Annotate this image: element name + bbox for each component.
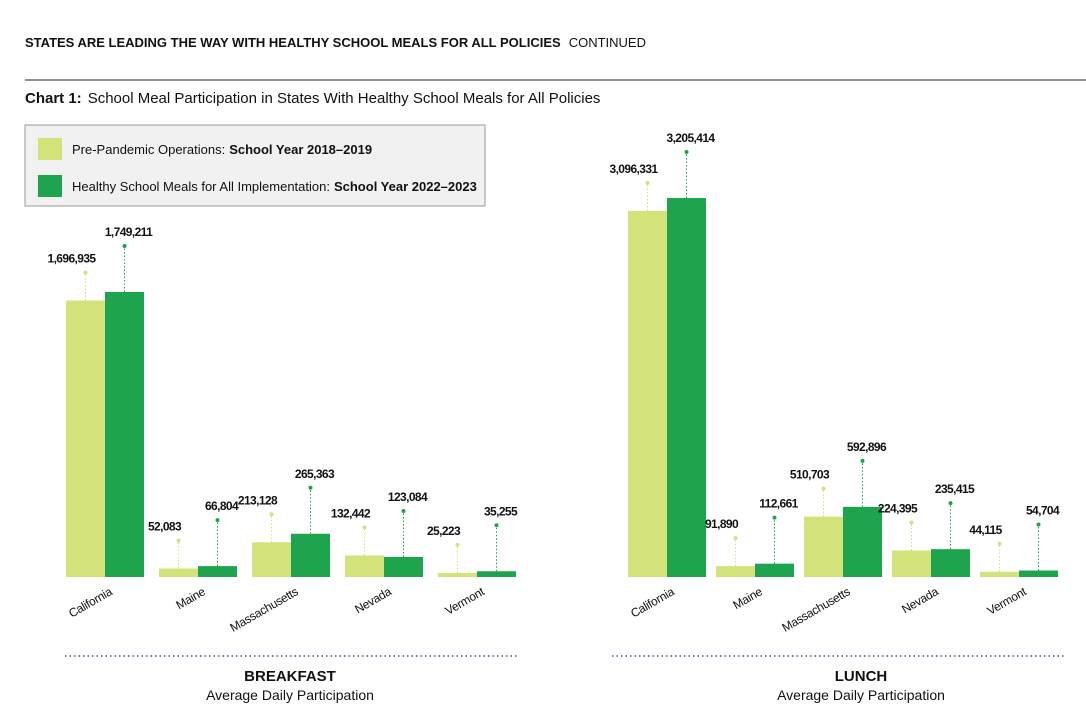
legend-period: School Year 2018–2019 xyxy=(229,142,372,157)
value-label: 213,128 xyxy=(238,493,278,507)
value-label: 224,395 xyxy=(878,501,918,515)
bar xyxy=(1019,570,1058,577)
chart-heading: Chart 1: School Meal Participation in Sta… xyxy=(25,90,600,107)
label-dot xyxy=(860,458,865,463)
bar xyxy=(384,556,423,577)
bar xyxy=(198,566,237,577)
category-label: Maine xyxy=(730,584,765,612)
label-dot xyxy=(997,541,1002,546)
value-label: 1,696,935 xyxy=(48,252,97,266)
label-dot xyxy=(909,520,914,525)
category-label: California xyxy=(628,584,677,620)
label-dot xyxy=(733,536,738,541)
value-label: 66,804 xyxy=(205,499,239,513)
bar xyxy=(716,566,755,577)
category-label: Massachusetts xyxy=(780,584,853,634)
label-dot xyxy=(83,270,88,275)
chart-label: Chart 1: xyxy=(25,90,82,107)
category-label: Nevada xyxy=(899,584,941,616)
legend-entry: Pre-Pandemic Operations: School Year 2018… xyxy=(72,142,372,157)
category-label: Maine xyxy=(173,584,208,612)
value-label: 35,255 xyxy=(484,504,518,518)
legend-name: Pre-Pandemic Operations: xyxy=(72,142,225,157)
value-label: 592,896 xyxy=(847,440,887,454)
bar xyxy=(804,516,843,577)
value-label: 3,205,414 xyxy=(667,131,716,145)
value-label: 91,890 xyxy=(705,517,739,531)
category-label: Nevada xyxy=(352,584,394,616)
bar xyxy=(105,292,144,577)
bar xyxy=(345,555,384,577)
value-label: 235,415 xyxy=(935,482,975,496)
value-label: 54,704 xyxy=(1026,504,1060,518)
legend-swatch xyxy=(38,175,62,197)
label-dot xyxy=(645,180,650,185)
value-label: 123,084 xyxy=(388,490,428,504)
value-label: 25,223 xyxy=(427,524,461,538)
label-dot xyxy=(1036,522,1041,527)
label-dot xyxy=(455,542,460,547)
bar xyxy=(66,300,105,577)
legend: Pre-Pandemic Operations: School Year 2018… xyxy=(38,138,477,197)
bar xyxy=(931,549,970,577)
legend-name: Healthy School Meals for All Implementat… xyxy=(72,179,330,194)
label-dot xyxy=(772,515,777,520)
label-dot xyxy=(494,523,499,528)
header-title: STATES ARE LEADING THE WAY WITH HEALTHY … xyxy=(25,35,561,50)
legend-swatch xyxy=(38,138,62,160)
legend-box xyxy=(24,124,486,207)
page-header: STATES ARE LEADING THE WAY WITH HEALTHY … xyxy=(25,35,646,50)
legend-entry: Healthy School Meals for All Implementat… xyxy=(72,179,477,194)
bar xyxy=(892,550,931,577)
chart-subtitle: Average Daily Participation xyxy=(777,687,945,703)
label-dot xyxy=(684,150,689,154)
bar xyxy=(252,542,291,577)
header-subtitle: CONTINUED xyxy=(569,35,646,50)
bar xyxy=(159,568,198,577)
chart-subtitle: Average Daily Participation xyxy=(206,687,374,703)
bar xyxy=(755,563,794,577)
value-label: 132,442 xyxy=(331,506,371,520)
value-label: 3,096,331 xyxy=(610,162,659,176)
label-dot xyxy=(308,485,313,490)
legend-period: School Year 2022–2023 xyxy=(334,179,477,194)
bar xyxy=(477,571,516,577)
chart-heading-title: School Meal Participation in States With… xyxy=(88,90,601,107)
label-dot xyxy=(269,512,274,517)
label-dot xyxy=(362,525,367,530)
value-label: 44,115 xyxy=(969,523,1002,537)
value-label: 52,083 xyxy=(148,520,182,534)
charts: 1,696,935 1,749,211 California 52,083 66,804… xyxy=(48,131,1065,703)
bar xyxy=(843,506,882,577)
bar xyxy=(980,571,1019,577)
chart-title: BREAKFAST xyxy=(244,668,336,685)
label-dot xyxy=(122,244,127,248)
value-label: 1,749,211 xyxy=(105,225,153,239)
bar xyxy=(667,198,706,577)
value-label: 265,363 xyxy=(295,467,335,481)
bar xyxy=(628,210,667,577)
category-label: California xyxy=(66,584,115,620)
label-dot xyxy=(176,538,181,543)
label-dot xyxy=(948,501,953,506)
label-dot xyxy=(821,486,826,491)
bar xyxy=(291,533,330,577)
category-label: Vermont xyxy=(985,584,1030,618)
chart-title: LUNCH xyxy=(835,668,888,685)
value-label: 510,703 xyxy=(790,468,830,482)
category-label: Massachusetts xyxy=(228,584,301,634)
category-label: Vermont xyxy=(443,584,488,618)
label-dot xyxy=(401,508,406,513)
bar xyxy=(438,572,477,577)
value-label: 112,661 xyxy=(759,497,798,511)
label-dot xyxy=(215,518,220,523)
